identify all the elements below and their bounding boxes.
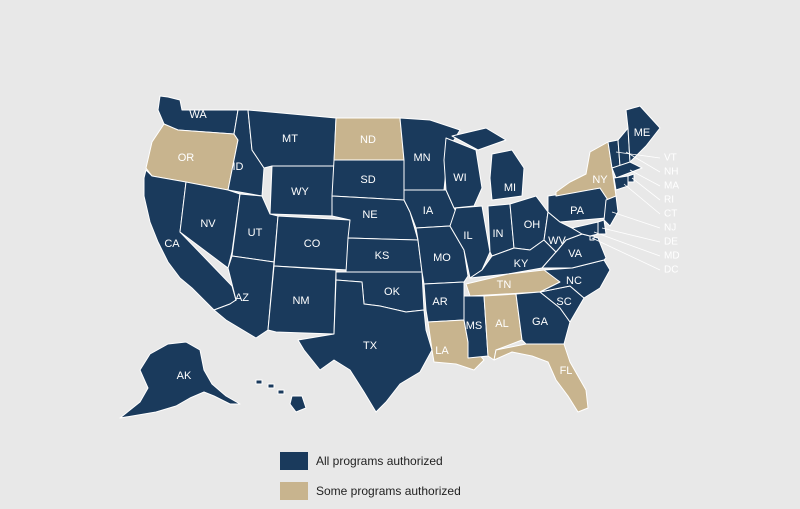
legend-swatch-some	[280, 482, 308, 500]
legend: All programs authorized Some programs au…	[280, 449, 461, 509]
callout-label-ri: RI	[664, 195, 674, 206]
state-me[interactable]	[625, 105, 661, 163]
callout-label-nj: NJ	[664, 223, 676, 234]
state-nj[interactable]	[603, 195, 619, 227]
state-ct[interactable]	[613, 175, 629, 191]
callout-label-ct: CT	[664, 209, 677, 220]
state-mi[interactable]	[451, 127, 525, 201]
state-nv[interactable]	[179, 181, 241, 269]
callout-line-dc	[591, 237, 661, 271]
callout-line-nh	[625, 151, 661, 173]
callout-line-de	[601, 227, 661, 243]
legend-label-some: Some programs authorized	[316, 484, 461, 498]
callout-line-md	[593, 231, 661, 257]
state-ma[interactable]	[611, 161, 643, 179]
legend-label-all: All programs authorized	[316, 454, 443, 468]
callout-line-ma	[629, 169, 661, 187]
legend-item-all: All programs authorized	[280, 449, 461, 473]
callout-label-vt: VT	[664, 153, 677, 164]
states-layer: WAORCAIDNVMTWYUTAZCONMNDSDNEKSOKTXMNIAMO…	[119, 95, 661, 419]
callout-label-nh: NH	[664, 167, 678, 178]
state-co[interactable]	[273, 215, 351, 271]
state-ks[interactable]	[345, 237, 423, 273]
state-mt[interactable]	[247, 109, 337, 169]
state-ar[interactable]	[423, 281, 465, 323]
state-ri[interactable]	[627, 173, 635, 183]
callout-label-ma: MA	[664, 181, 679, 192]
us-map-svg: WAORCAIDNVMTWYUTAZCONMNDSDNEKSOKTXMNIAMO…	[119, 95, 680, 419]
state-ky[interactable]	[469, 239, 557, 279]
callout-label-dc: DC	[664, 265, 678, 276]
state-wy[interactable]	[269, 165, 335, 217]
legend-item-some: Some programs authorized	[280, 479, 461, 503]
state-md[interactable]	[571, 221, 599, 237]
state-nd[interactable]	[333, 117, 405, 161]
state-ak[interactable]	[119, 341, 241, 419]
legend-swatch-all	[280, 452, 308, 470]
state-tx[interactable]	[297, 279, 433, 413]
state-sd[interactable]	[331, 159, 405, 201]
callout-line-ri	[631, 177, 661, 201]
state-hi[interactable]	[255, 379, 307, 413]
state-fl[interactable]	[493, 343, 589, 413]
state-nm[interactable]	[267, 265, 337, 335]
callout-line-ct	[623, 183, 661, 215]
callout-label-md: MD	[664, 251, 680, 262]
state-de[interactable]	[597, 219, 607, 235]
callout-label-de: DE	[664, 237, 678, 248]
callouts-layer: VT NH MA RI CT NJ DE MD DC	[591, 151, 680, 276]
state-in[interactable]	[487, 203, 515, 257]
callout-line-vt	[615, 151, 661, 159]
callout-line-nj	[611, 211, 661, 229]
